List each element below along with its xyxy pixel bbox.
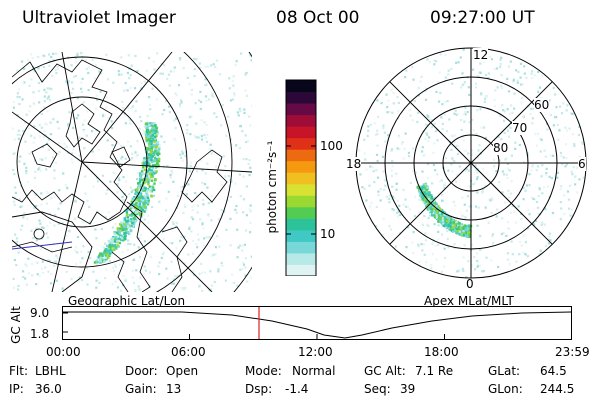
colorbar-tick-100: 100 [320, 139, 343, 153]
gain-key: Gain: [125, 382, 157, 396]
right-panel-label: Apex MLat/MLT [424, 294, 514, 308]
mlat-label-70: 70 [512, 121, 528, 135]
polar-emission-noise [358, 48, 586, 278]
mlt-label-18: 18 [346, 157, 362, 171]
mlt-label-12: 12 [473, 48, 489, 62]
door-key: Door: [125, 364, 158, 378]
timeline-xtick-1800: 18:00 [424, 345, 459, 359]
time-label: 09:27:00 UT [430, 8, 535, 28]
date-label: 08 Oct 00 [276, 8, 360, 28]
auroral-oval [93, 122, 161, 264]
polar-auroral-oval [416, 182, 473, 239]
glat-value: 64.5 [540, 364, 567, 378]
mode-key: Mode: [245, 364, 282, 378]
mlat-label-80: 80 [493, 141, 509, 155]
filter-key: Flt: [9, 364, 28, 378]
ip-value: 36.0 [35, 382, 62, 396]
colorbar-tick-10: 10 [320, 227, 336, 241]
gc-alt-key: GC Alt: [364, 364, 406, 378]
timeline-ytick-9: 9.0 [30, 306, 50, 320]
altitude-timeline [62, 306, 572, 340]
left-panel-label: Geographic Lat/Lon [68, 294, 186, 308]
gain-value: 13 [166, 382, 182, 396]
filter-value: LBHL [35, 364, 66, 378]
door-value: Open [166, 364, 199, 378]
mode-value: Normal [292, 364, 336, 378]
seq-value: 39 [400, 382, 416, 396]
glon-value: 244.5 [540, 382, 575, 396]
glat-key: GLat: [488, 364, 521, 378]
colorbar [285, 79, 317, 276]
mlt-label-0: 0 [466, 277, 474, 291]
glon-key: GLon: [488, 382, 523, 396]
longitude-lines [12, 52, 252, 292]
mlat-label-60: 60 [534, 98, 550, 112]
mlt-label-6: 6 [578, 157, 586, 171]
emission-noise [12, 52, 252, 292]
dsp-key: Dsp: [245, 382, 273, 396]
colorbar-scale [286, 80, 316, 276]
timeline-xtick-1200: 12:00 [298, 345, 333, 359]
seq-key: Seq: [364, 382, 391, 396]
reference-meridian [12, 241, 73, 250]
timeline-axis-label: GC Alt [9, 306, 23, 344]
dsp-value: -1.4 [285, 382, 309, 396]
latitude-circles [12, 52, 252, 292]
mlt-spokes [356, 48, 586, 278]
timeline-xtick-2359: 23:59 [555, 345, 590, 359]
coastlines [12, 59, 228, 292]
polar-mlat-mlt-plot [355, 47, 587, 279]
ip-key: IP: [9, 382, 24, 396]
timeline-ytick-1.8: 1.8 [30, 327, 50, 341]
altitude-curve [63, 311, 572, 339]
geographic-map [12, 52, 252, 292]
colorbar-unit-label: photon cm⁻²s⁻¹ [265, 140, 279, 234]
gc-alt-value: 7.1 Re [415, 364, 454, 378]
timeline-xtick-0000: 00:00 [46, 345, 81, 359]
instrument-title: Ultraviolet Imager [22, 8, 176, 28]
timeline-xtick-0600: 06:00 [171, 345, 206, 359]
